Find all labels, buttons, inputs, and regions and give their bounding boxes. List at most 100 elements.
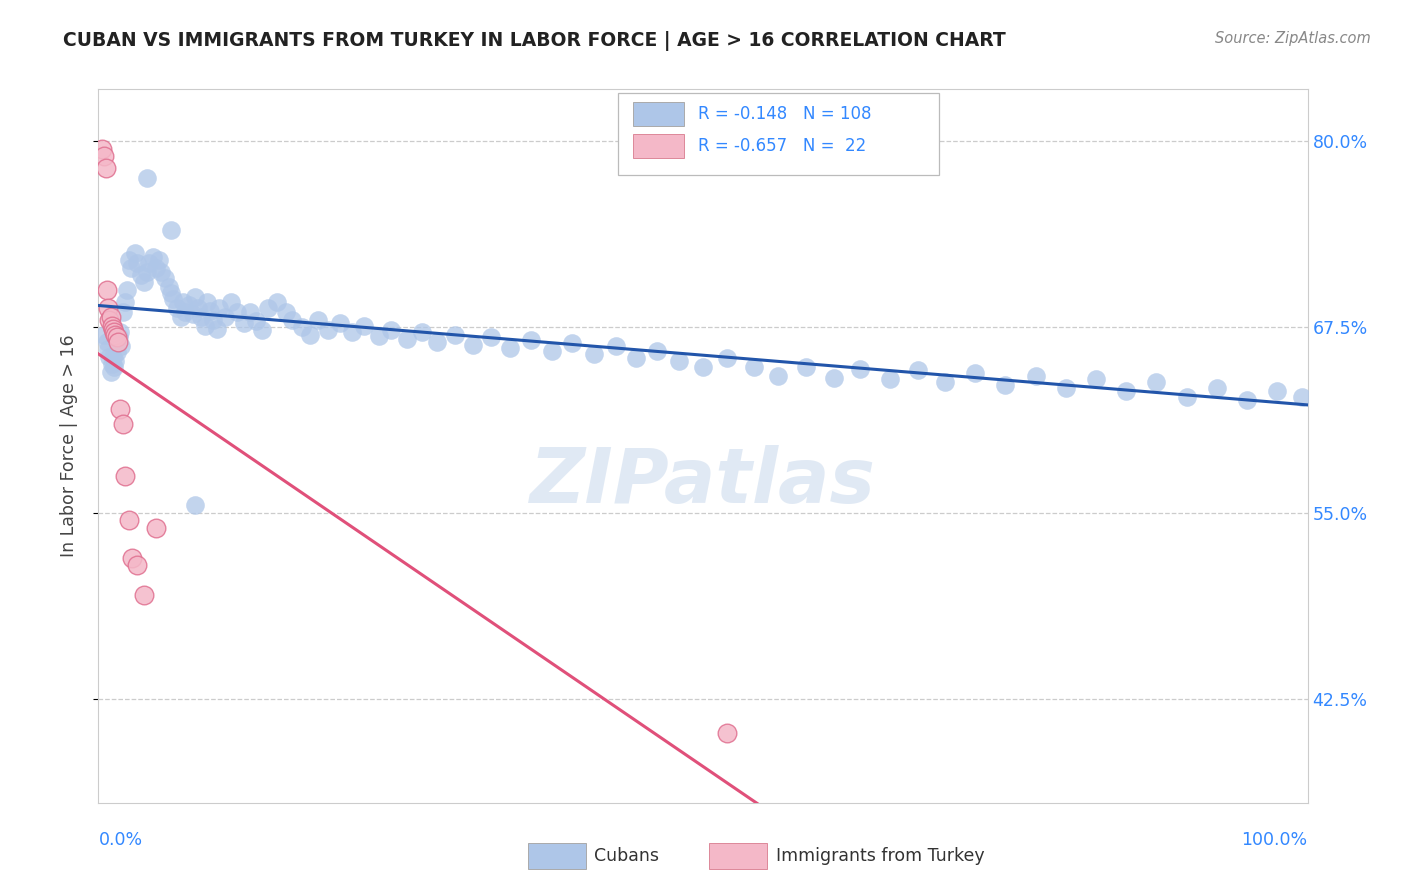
Point xyxy=(1175,390,1198,404)
Point xyxy=(342,325,364,339)
Point xyxy=(93,149,115,163)
Point xyxy=(98,350,121,364)
Point xyxy=(117,283,139,297)
Point xyxy=(208,301,231,315)
Text: Source: ZipAtlas.com: Source: ZipAtlas.com xyxy=(1215,31,1371,46)
Point xyxy=(100,318,122,333)
Point xyxy=(160,285,183,300)
Point xyxy=(110,339,132,353)
Point xyxy=(849,361,872,376)
Point xyxy=(239,305,262,319)
Point xyxy=(316,323,339,337)
Point xyxy=(692,360,714,375)
Point xyxy=(104,354,127,368)
Point xyxy=(105,345,128,359)
Text: ZIPatlas: ZIPatlas xyxy=(530,445,876,518)
Point xyxy=(100,365,122,379)
Point xyxy=(93,327,115,342)
Point xyxy=(121,550,143,565)
Bar xyxy=(709,844,768,869)
Point xyxy=(91,142,114,156)
Point xyxy=(129,268,152,282)
Point xyxy=(108,325,131,339)
Point xyxy=(134,588,156,602)
Bar xyxy=(633,102,683,127)
Point xyxy=(1146,375,1168,389)
Point xyxy=(226,305,249,319)
Point xyxy=(994,378,1017,392)
Bar xyxy=(633,134,683,159)
Point xyxy=(1236,392,1258,407)
Point xyxy=(1206,381,1229,395)
Point xyxy=(716,351,738,366)
Point xyxy=(190,310,212,324)
Bar xyxy=(619,93,939,175)
Point xyxy=(380,323,402,337)
Point xyxy=(329,316,352,330)
Point xyxy=(145,521,167,535)
Point xyxy=(97,343,120,357)
Text: Cubans: Cubans xyxy=(595,847,659,865)
Point xyxy=(256,301,278,315)
Point xyxy=(157,280,180,294)
Point xyxy=(583,347,606,361)
Point xyxy=(153,271,176,285)
Point xyxy=(274,305,297,319)
Point xyxy=(766,369,789,384)
Point xyxy=(118,253,141,268)
Point xyxy=(1291,390,1313,404)
Point xyxy=(127,558,149,572)
Point xyxy=(353,318,375,333)
Point xyxy=(823,370,845,384)
Point xyxy=(135,171,157,186)
Point xyxy=(198,303,221,318)
Point xyxy=(232,316,254,330)
Point xyxy=(134,276,156,290)
Point xyxy=(100,310,122,324)
Point xyxy=(1267,384,1289,398)
Point xyxy=(107,336,129,351)
Point xyxy=(187,301,209,315)
Point xyxy=(103,360,125,375)
Point xyxy=(127,256,149,270)
Point xyxy=(172,294,194,309)
Point xyxy=(181,307,204,321)
Point xyxy=(138,256,160,270)
Point xyxy=(1115,384,1137,398)
Point xyxy=(111,417,134,431)
Point xyxy=(205,321,228,335)
Point xyxy=(94,161,117,175)
Point xyxy=(1085,372,1108,386)
Point xyxy=(135,265,157,279)
Point xyxy=(195,294,218,309)
Point xyxy=(520,334,543,348)
Point xyxy=(605,339,627,353)
Point xyxy=(101,321,124,335)
Point xyxy=(179,298,201,312)
Point xyxy=(214,310,236,324)
Point xyxy=(426,334,449,349)
Point xyxy=(645,343,668,358)
Point xyxy=(250,323,273,337)
Point xyxy=(194,318,217,333)
Point xyxy=(124,245,146,260)
Point xyxy=(104,327,127,342)
Point xyxy=(166,301,188,315)
Point xyxy=(411,325,433,339)
Point xyxy=(103,325,125,339)
Text: Immigrants from Turkey: Immigrants from Turkey xyxy=(776,847,984,865)
Point xyxy=(281,312,304,326)
Point xyxy=(162,292,184,306)
Text: 0.0%: 0.0% xyxy=(98,831,142,849)
Point xyxy=(221,294,243,309)
Point xyxy=(107,334,129,349)
Point xyxy=(561,336,583,351)
Point xyxy=(111,305,134,319)
Point xyxy=(96,283,118,297)
Text: R = -0.657   N =  22: R = -0.657 N = 22 xyxy=(699,137,866,155)
Point xyxy=(541,343,564,358)
Point xyxy=(395,332,418,346)
Point xyxy=(96,334,118,349)
Point xyxy=(368,329,391,343)
Point xyxy=(299,327,322,342)
